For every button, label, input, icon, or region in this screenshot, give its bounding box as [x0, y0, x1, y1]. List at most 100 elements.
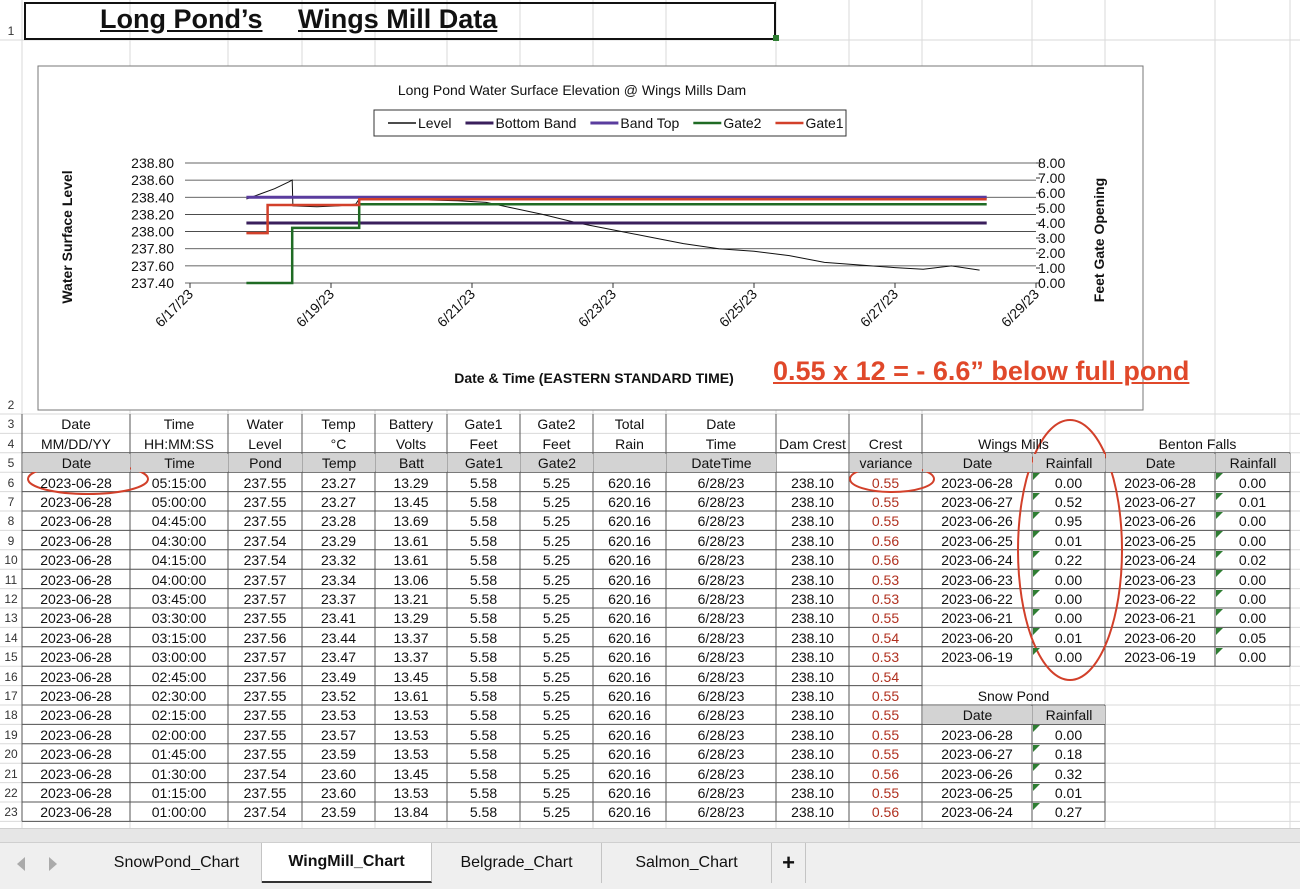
table-cell: 5.58 [469, 707, 498, 724]
table-cell: 5.58 [469, 513, 498, 530]
column-header: Rain [615, 435, 644, 452]
table-cell: 237.56 [243, 668, 287, 685]
table-cell: 237.54 [243, 765, 287, 782]
table-cell: 2023-06-28 [40, 784, 112, 801]
table-cell: 23.53 [320, 707, 357, 724]
table-cell: 238.10 [791, 726, 834, 743]
rainfall-cell: 0.05 [1215, 627, 1290, 646]
table-cell: 6/28/23 [697, 649, 745, 666]
table-cell: 6/28/23 [697, 571, 745, 588]
column-key: Time [131, 453, 228, 473]
rainfall-cell: 2023-06-27 [941, 493, 1013, 510]
rainfall-cell: 2023-06-19 [1124, 649, 1196, 666]
rainfall-cell: 2023-06-21 [1124, 610, 1196, 627]
rainfall-cell: 2023-06-20 [1124, 629, 1196, 646]
table-cell: 2023-06-28 [40, 668, 112, 685]
column-header: Gate2 [537, 416, 576, 433]
table-cell: 6/28/23 [697, 552, 745, 569]
column-header: Gate1 [464, 416, 503, 433]
table-cell: 6/28/23 [697, 493, 745, 510]
y2-tick-label: 8.00 [1038, 155, 1065, 171]
column-header: HH:MM:SS [144, 435, 214, 452]
table-cell: 2023-06-28 [40, 590, 112, 607]
table-cell: 5.25 [542, 746, 571, 763]
rainfall-cell: 0.52 [1032, 492, 1105, 511]
table-cell: 02:15:00 [151, 707, 207, 724]
rainfall-cell: 2023-06-25 [941, 784, 1013, 801]
table-cell: 5.58 [469, 687, 498, 704]
table-cell: 620.16 [608, 746, 651, 763]
sheet-tab[interactable]: Belgrade_Chart [432, 843, 602, 883]
table-cell: 13.29 [393, 610, 429, 627]
table-cell: 620.16 [608, 804, 651, 821]
row-number: 11 [4, 572, 18, 587]
table-cell: 13.84 [393, 804, 429, 821]
sheet-tab[interactable]: SnowPond_Chart [92, 843, 262, 883]
y2-tick-label: 2.00 [1038, 245, 1065, 261]
table-cell: 0.54 [871, 629, 900, 646]
rainfall-cell: 2023-06-22 [1124, 590, 1196, 607]
rainfall-cell: 0.00 [1032, 472, 1105, 491]
table-cell: 04:15:00 [151, 552, 207, 569]
table-cell: 6/28/23 [697, 629, 745, 646]
rainfall-cell: 0.95 [1032, 511, 1105, 530]
scrollbar[interactable] [0, 828, 1300, 842]
rainfall-cell: 2023-06-24 [1124, 552, 1196, 569]
table-cell: 5.25 [542, 629, 571, 646]
table-cell: 03:15:00 [151, 629, 207, 646]
table-cell: 237.57 [243, 649, 287, 666]
table-cell: 238.10 [791, 629, 834, 646]
rainfall-cell: 0.00 [1032, 589, 1105, 608]
table-cell: 02:30:00 [151, 687, 207, 704]
table-cell: 238.10 [791, 746, 834, 763]
table-cell: 620.16 [608, 784, 651, 801]
rainfall-table-name: Benton Falls [1158, 435, 1237, 452]
table-cell: 13.61 [393, 687, 429, 704]
table-cell: 13.53 [393, 707, 429, 724]
table-cell: 238.10 [791, 610, 834, 627]
row-number: 12 [4, 591, 18, 606]
table-cell: 238.10 [791, 493, 834, 510]
table-cell: 620.16 [608, 687, 651, 704]
table-cell: 0.55 [871, 726, 900, 743]
table-cell: 5.25 [542, 474, 571, 491]
sheet-tab[interactable]: WingMill_Chart [262, 843, 432, 883]
table-cell: 2023-06-28 [40, 532, 112, 549]
table-cell: 01:00:00 [151, 804, 207, 821]
table-cell: 238.10 [791, 474, 834, 491]
sheet-tab[interactable]: Salmon_Chart [602, 843, 772, 883]
table-cell: 23.44 [320, 629, 357, 646]
table-cell: 237.57 [243, 571, 287, 588]
table-cell: 23.47 [320, 649, 357, 666]
prev-tab-arrow[interactable] [17, 857, 25, 871]
rainfall-cell: 0.32 [1032, 763, 1105, 782]
rainfall-table-name: Wings Mills [978, 435, 1049, 452]
rainfall-cell: 0.01 [1032, 627, 1105, 646]
rainfall-header: Date [923, 453, 1032, 473]
tab-nav[interactable] [0, 843, 80, 883]
chart-title: Long Pond Water Surface Elevation @ Wing… [398, 82, 746, 98]
table-cell: 238.10 [791, 668, 834, 685]
rainfall-cell: 0.00 [1032, 608, 1105, 627]
table-cell: 5.25 [542, 668, 571, 685]
table-cell: 13.69 [393, 513, 429, 530]
table-cell: 0.53 [871, 590, 900, 607]
table-cell: 2023-06-28 [40, 474, 112, 491]
y-tick-label: 237.60 [131, 258, 174, 274]
table-cell: 237.55 [243, 707, 287, 724]
next-tab-arrow[interactable] [49, 857, 57, 871]
table-cell: 23.59 [320, 804, 357, 821]
table-cell: 05:15:00 [151, 474, 207, 491]
table-cell: 01:15:00 [151, 784, 207, 801]
rainfall-cell: 2023-06-23 [1124, 571, 1196, 588]
add-sheet-button[interactable]: + [772, 843, 806, 883]
table-cell: 237.55 [243, 687, 287, 704]
legend-label: Bottom Band [495, 115, 576, 131]
table-cell: 6/28/23 [697, 687, 745, 704]
table-cell: 02:45:00 [151, 668, 207, 685]
table-cell: 04:45:00 [151, 513, 207, 530]
table-cell: 5.58 [469, 571, 498, 588]
legend-label: Gate1 [805, 115, 843, 131]
table-cell: 0.55 [871, 610, 900, 627]
y-tick-label: 238.60 [131, 172, 174, 188]
